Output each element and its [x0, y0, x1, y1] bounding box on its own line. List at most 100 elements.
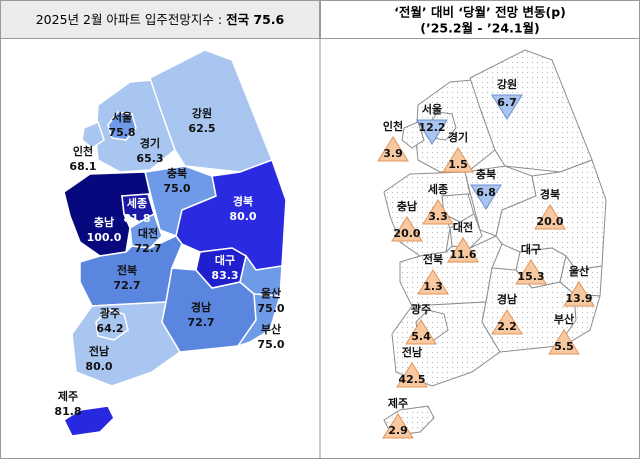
region-value: 72.7	[187, 316, 214, 329]
region-name: 충북	[476, 167, 496, 181]
up-triangle	[491, 309, 523, 335]
region-value: 72.7	[113, 279, 140, 292]
change-value: 5.5	[554, 340, 574, 353]
region-name: 경남	[497, 292, 517, 306]
right-title-2: (’25.2월 - ’24.1월)	[420, 21, 540, 36]
region-name: 전남	[89, 344, 109, 358]
region-shape	[63, 405, 115, 437]
change-value: 12.2	[418, 121, 445, 134]
left-header-bg	[0, 0, 320, 39]
region-value: 75.8	[108, 126, 135, 139]
region-name: 강원	[497, 77, 517, 91]
region-value: 65.3	[136, 152, 163, 165]
right-title-1: ‘전월’ 대비 ‘당월’ 전망 변동(p)	[394, 5, 566, 20]
region-value: 68.1	[69, 160, 96, 173]
up-triangle	[391, 216, 423, 242]
left-title-text: 2025년 2월 아파트 입주전망지수 :	[36, 12, 226, 27]
region-name: 인천	[383, 119, 403, 133]
region-name: 충남	[94, 215, 114, 229]
region-name: 광주	[411, 303, 431, 316]
left-title: 2025년 2월 아파트 입주전망지수 : 전국 75.6	[36, 12, 285, 27]
region-shape	[107, 111, 137, 141]
left-map: 서울 75.8 경기 65.3 인천 68.1 강원 62.5 충북 75.0 세종 81.8 충남 10…	[54, 49, 287, 437]
change-value: 3.3	[428, 210, 448, 223]
up-triangle	[515, 259, 547, 285]
change-value: 20.0	[536, 215, 563, 228]
change-value: 5.4	[411, 330, 431, 343]
up-triangle	[377, 136, 409, 162]
region-value: 64.2	[96, 322, 123, 335]
region-name: 전북	[117, 263, 137, 277]
region-value: 80.0	[229, 210, 256, 223]
region-name: 제주	[388, 396, 408, 410]
right-header-bg	[320, 0, 640, 39]
change-value: 6.7	[497, 96, 517, 109]
region-name: 경북	[540, 187, 560, 201]
up-triangle	[563, 281, 595, 307]
region-name: 대전	[138, 226, 158, 240]
region-name: 서울	[422, 102, 442, 116]
change-value: 2.2	[497, 320, 517, 333]
change-value: 3.9	[383, 147, 403, 160]
change-value: 1.3	[423, 280, 443, 293]
region-shape	[401, 121, 425, 149]
down-triangle	[491, 94, 523, 120]
up-triangle	[548, 329, 580, 355]
region-name: 부산	[554, 312, 574, 326]
change-value: 13.9	[565, 292, 592, 305]
region-value: 100.0	[87, 231, 122, 244]
left-title-emphasis: 전국 75.6	[226, 12, 284, 27]
region-name: 제주	[58, 389, 78, 403]
down-triangle	[470, 184, 502, 210]
region-name: 세종	[127, 196, 147, 210]
up-triangle	[442, 147, 474, 173]
region-name: 대구	[215, 253, 235, 267]
region-value: 83.3	[211, 269, 238, 282]
region-name: 전북	[423, 252, 443, 266]
change-value: 6.8	[476, 186, 496, 199]
region-name: 울산	[261, 286, 281, 300]
change-value: 42.5	[398, 373, 425, 386]
change-value: 1.5	[448, 158, 468, 171]
up-triangle	[422, 199, 454, 225]
region-shape	[79, 235, 183, 307]
region-name: 충남	[397, 199, 417, 213]
region-name: 경기	[140, 136, 160, 150]
region-shape	[95, 309, 129, 341]
up-triangle	[534, 204, 566, 230]
up-triangle	[447, 237, 479, 263]
region-value: 62.5	[188, 122, 215, 135]
region-name: 부산	[261, 322, 281, 336]
region-name: 인천	[73, 144, 93, 158]
region-shape	[129, 212, 163, 249]
region-name: 경북	[233, 194, 253, 208]
region-name: 대구	[521, 242, 541, 256]
region-value: 72.7	[134, 242, 161, 255]
region-name: 울산	[569, 264, 589, 278]
region-name: 충북	[167, 166, 187, 180]
region-shape	[236, 293, 281, 348]
change-value: 11.6	[449, 248, 476, 261]
change-value: 2.9	[388, 424, 408, 437]
region-value: 75.0	[163, 182, 190, 195]
region-shape	[81, 120, 105, 149]
region-value: 75.0	[257, 338, 284, 351]
region-name: 전남	[402, 345, 422, 359]
down-triangle	[416, 119, 448, 145]
up-triangle	[382, 413, 414, 439]
region-value: 80.0	[85, 360, 112, 373]
change-value: 20.0	[393, 227, 420, 240]
region-shape	[449, 213, 483, 249]
change-value: 15.3	[517, 270, 544, 283]
up-triangle	[405, 319, 437, 345]
region-name: 대전	[453, 220, 473, 234]
region-value: 81.8	[123, 212, 150, 225]
region-name: 경기	[448, 130, 468, 144]
region-name: 강원	[192, 106, 212, 120]
region-name: 경남	[191, 300, 211, 314]
region-shape	[63, 171, 151, 257]
region-value: 75.0	[257, 302, 284, 315]
up-triangle	[417, 269, 449, 295]
region-name: 광주	[100, 307, 120, 320]
